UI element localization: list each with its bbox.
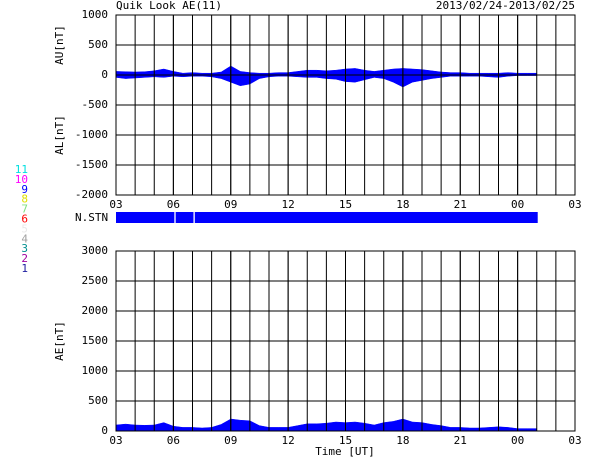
- station-legend-label: 2: [21, 252, 28, 265]
- y-tick-label: 0: [101, 424, 108, 437]
- station-legend-label: 3: [21, 242, 28, 255]
- area: [115, 65, 538, 76]
- station-legend-label: 11: [15, 163, 28, 176]
- x-tick-label: 00: [511, 198, 524, 211]
- x-tick-label: 15: [339, 434, 352, 447]
- y-tick-label: -500: [82, 98, 109, 111]
- date-range: 2013/02/24-2013/02/25: [436, 0, 575, 12]
- x-tick-label: 21: [454, 198, 467, 211]
- station-legend-label: 5: [21, 222, 28, 235]
- y-tick-label: 0: [101, 68, 108, 81]
- x-tick-label: 21: [454, 434, 467, 447]
- y-tick-label: 2000: [82, 304, 109, 317]
- station-legend-label: 8: [21, 193, 28, 206]
- x-axis-label: Time [UT]: [315, 445, 375, 458]
- x-tick-label: 09: [224, 434, 237, 447]
- y-tick-label: 1000: [82, 8, 109, 21]
- x-tick-label: 03: [109, 434, 122, 447]
- y-axis-label: AU[nT]: [53, 25, 66, 65]
- station-label: N.STN: [75, 211, 108, 224]
- station-legend-label: 1: [21, 262, 28, 275]
- x-tick-label: 00: [511, 434, 524, 447]
- y-tick-label: 500: [88, 394, 108, 407]
- y-tick-label: -1000: [75, 128, 108, 141]
- y-tick-label: 3000: [82, 244, 109, 257]
- x-tick-label: 12: [282, 198, 295, 211]
- x-tick-label: 06: [167, 434, 180, 447]
- plot-frame: [115, 14, 576, 196]
- station-legend-label: 6: [21, 213, 28, 226]
- x-tick-label: 03: [109, 198, 122, 211]
- area: [115, 74, 538, 88]
- station-segment: [175, 212, 194, 223]
- y-tick-label: 500: [88, 38, 108, 51]
- x-tick-label: 12: [282, 434, 295, 447]
- y-tick-label: -1500: [75, 158, 108, 171]
- station-segment: [116, 212, 175, 223]
- y-axis-label: AE[nT]: [53, 321, 66, 361]
- station-legend-label: 10: [15, 173, 28, 186]
- y-tick-label: 1500: [82, 334, 109, 347]
- station-legend-label: 9: [21, 183, 28, 196]
- x-tick-label: 09: [224, 198, 237, 211]
- station-legend-label: 4: [21, 232, 28, 245]
- station-legend-label: 7: [21, 203, 28, 216]
- x-tick-label: 18: [396, 198, 409, 211]
- x-tick-label: 18: [396, 434, 409, 447]
- chart-title: Quik Look AE(11): [116, 0, 222, 12]
- x-tick-label: 15: [339, 198, 352, 211]
- y-tick-label: -2000: [75, 188, 108, 201]
- y-tick-label: 2500: [82, 274, 109, 287]
- station-segment: [194, 212, 538, 223]
- y-tick-label: 1000: [82, 364, 109, 377]
- x-tick-label: 03: [568, 198, 581, 211]
- plot-frame: [115, 250, 576, 432]
- x-tick-label: 06: [167, 198, 180, 211]
- x-tick-label: 03: [568, 434, 581, 447]
- y-axis-label: AL[nT]: [53, 115, 66, 155]
